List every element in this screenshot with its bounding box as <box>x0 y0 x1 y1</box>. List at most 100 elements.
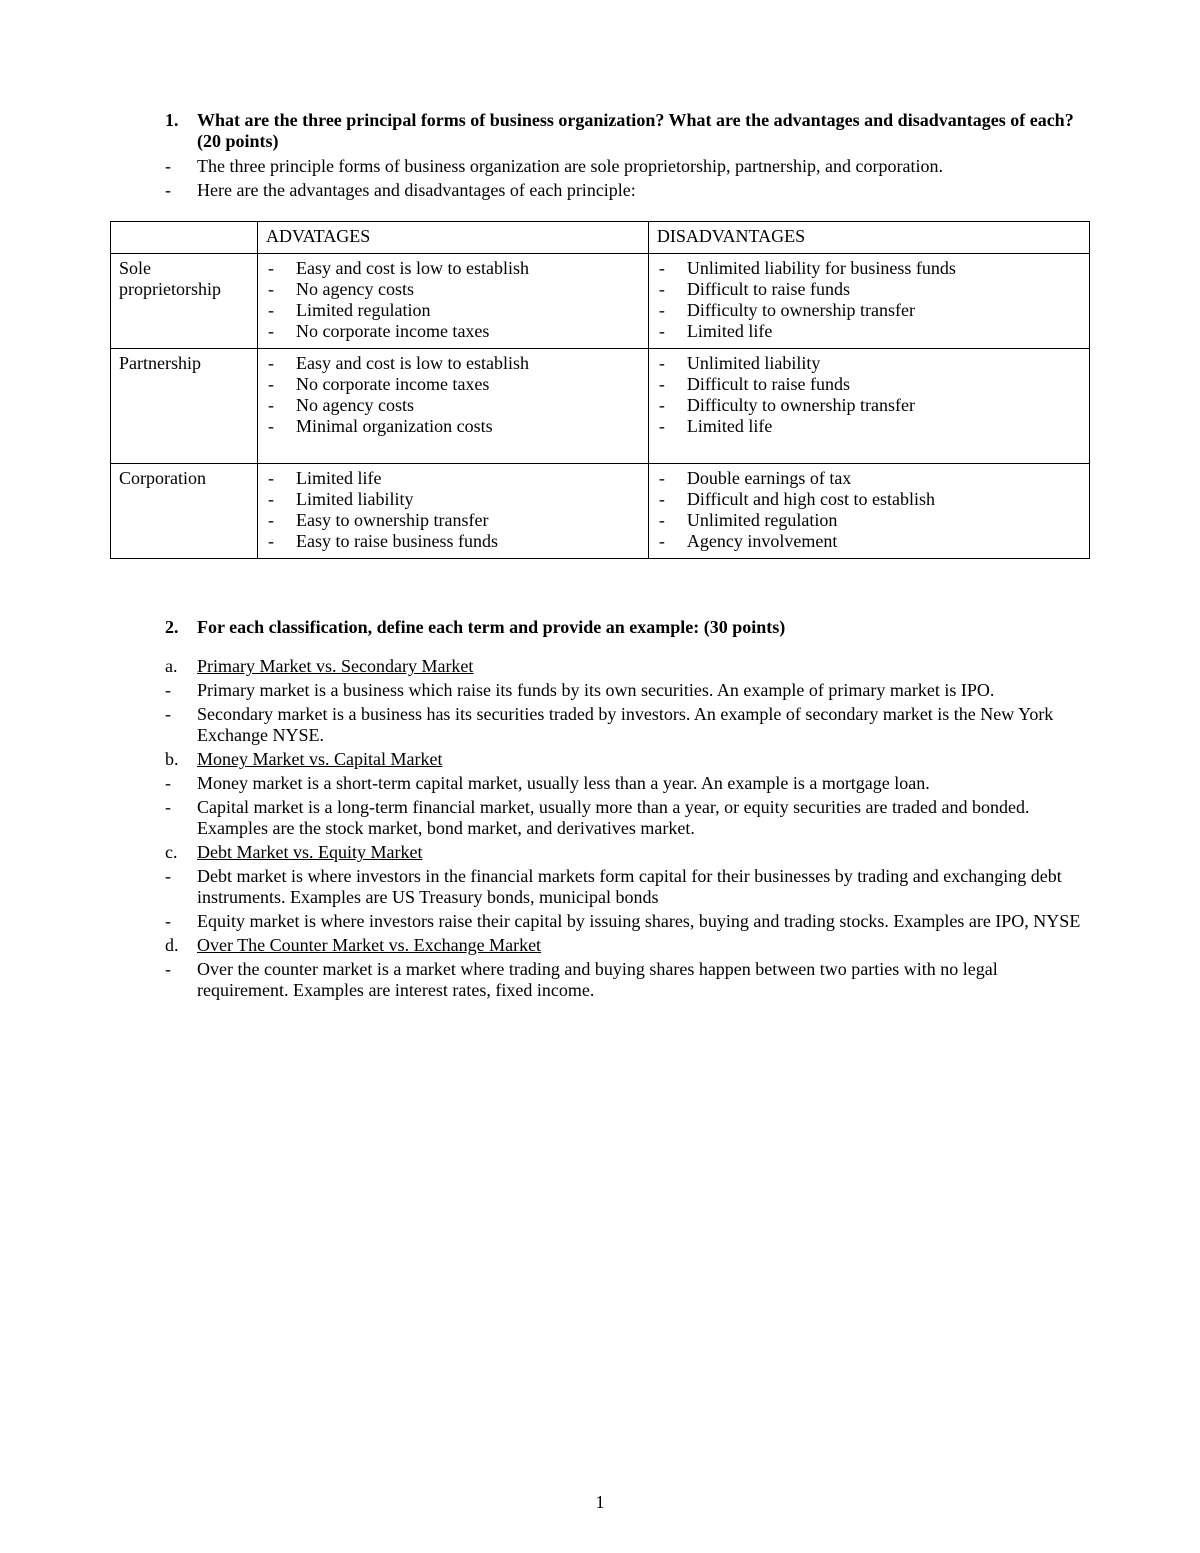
dash: - <box>657 489 687 510</box>
cell-text: No corporate income taxes <box>296 374 640 395</box>
comparison-table: ADVATAGES DISADVANTAGES Sole proprietors… <box>110 221 1090 559</box>
cell-list: -Limited life-Limited liability-Easy to … <box>266 468 640 552</box>
cell-item: -Difficult and high cost to establish <box>657 489 1081 510</box>
cell-item: -Difficulty to ownership transfer <box>657 395 1081 416</box>
cell-list: -Unlimited liability for business funds-… <box>657 258 1081 342</box>
cell-item: -No corporate income taxes <box>266 321 640 342</box>
dash: - <box>266 468 296 489</box>
dash: - <box>657 279 687 300</box>
answer-text: The three principle forms of business or… <box>197 156 1090 177</box>
row-label: Partnership <box>111 349 258 464</box>
dash: - <box>165 156 197 177</box>
answer-text: Primary market is a business which raise… <box>197 680 1090 701</box>
dash: - <box>657 468 687 489</box>
cell-item: -Difficult to raise funds <box>657 374 1081 395</box>
sub-letter: b. <box>165 749 197 770</box>
sub-letter: a. <box>165 656 197 677</box>
question-2-parts: a.Primary Market vs. Secondary Market-Pr… <box>110 656 1090 1001</box>
cell-text: No corporate income taxes <box>296 321 640 342</box>
advantages-cell: -Easy and cost is low to establish-No co… <box>258 349 649 464</box>
advantages-cell: -Limited life-Limited liability-Easy to … <box>258 464 649 559</box>
sub-heading: a.Primary Market vs. Secondary Market <box>110 656 1090 677</box>
answer-line: -Capital market is a long-term financial… <box>110 797 1090 839</box>
page-number: 1 <box>0 1492 1200 1513</box>
dash: - <box>165 704 197 725</box>
cell-text: Easy and cost is low to establish <box>296 258 640 279</box>
cell-text: Limited life <box>687 416 1081 437</box>
table-row: Partnership -Easy and cost is low to est… <box>111 349 1090 464</box>
answer-line: -Debt market is where investors in the f… <box>110 866 1090 908</box>
dash: - <box>266 416 296 437</box>
question-1-header: 1. What are the three principal forms of… <box>110 110 1090 152</box>
cell-text: Easy to ownership transfer <box>296 510 640 531</box>
answer-line: -Equity market is where investors raise … <box>110 911 1090 932</box>
cell-item: -Easy and cost is low to establish <box>266 353 640 374</box>
cell-text: Unlimited liability <box>687 353 1081 374</box>
dash: - <box>657 395 687 416</box>
answer-text: Capital market is a long-term financial … <box>197 797 1090 839</box>
dash: - <box>165 797 197 818</box>
document-page: 1. What are the three principal forms of… <box>0 0 1200 1553</box>
dash: - <box>657 321 687 342</box>
cell-item: -No agency costs <box>266 279 640 300</box>
header-disadvantages: DISADVANTAGES <box>648 222 1089 254</box>
sub-letter: d. <box>165 935 197 956</box>
cell-text: Easy and cost is low to establish <box>296 353 640 374</box>
dash: - <box>165 959 197 980</box>
cell-item: -Unlimited liability for business funds <box>657 258 1081 279</box>
sub-heading: b.Money Market vs. Capital Market <box>110 749 1090 770</box>
question-1: 1. What are the three principal forms of… <box>110 110 1090 201</box>
answer-text: Money market is a short-term capital mar… <box>197 773 1090 794</box>
cell-text: Double earnings of tax <box>687 468 1081 489</box>
dash: - <box>266 321 296 342</box>
dash: - <box>266 489 296 510</box>
dash: - <box>266 510 296 531</box>
cell-list: -Easy and cost is low to establish-No co… <box>266 353 640 437</box>
cell-text: Difficulty to ownership transfer <box>687 300 1081 321</box>
cell-item: -Easy to ownership transfer <box>266 510 640 531</box>
dash: - <box>165 180 197 201</box>
dash: - <box>266 374 296 395</box>
dash: - <box>266 279 296 300</box>
table-row: Sole proprietorship -Easy and cost is lo… <box>111 254 1090 349</box>
dash: - <box>266 300 296 321</box>
cell-text: Limited regulation <box>296 300 640 321</box>
question-text: For each classification, define each ter… <box>197 617 1090 638</box>
dash: - <box>657 374 687 395</box>
disadvantages-cell: -Unlimited liability-Difficult to raise … <box>648 349 1089 464</box>
answer-text: Equity market is where investors raise t… <box>197 911 1090 932</box>
cell-item: -Difficult to raise funds <box>657 279 1081 300</box>
answer-line: -Secondary market is a business has its … <box>110 704 1090 746</box>
dash: - <box>657 300 687 321</box>
answer-line: -Money market is a short-term capital ma… <box>110 773 1090 794</box>
answer-text: Here are the advantages and disadvantage… <box>197 180 1090 201</box>
dash: - <box>657 353 687 374</box>
header-advantages: ADVATAGES <box>258 222 649 254</box>
cell-list: -Double earnings of tax-Difficult and hi… <box>657 468 1081 552</box>
dash: - <box>657 510 687 531</box>
cell-item: -Unlimited regulation <box>657 510 1081 531</box>
answer-line: -Over the counter market is a market whe… <box>110 959 1090 1001</box>
cell-item: -Limited liability <box>266 489 640 510</box>
cell-item: -Unlimited liability <box>657 353 1081 374</box>
answer-text: Over the counter market is a market wher… <box>197 959 1090 1001</box>
cell-text: Unlimited regulation <box>687 510 1081 531</box>
dash: - <box>165 773 197 794</box>
row-label: Corporation <box>111 464 258 559</box>
answer-line: - The three principle forms of business … <box>110 156 1090 177</box>
dash: - <box>266 531 296 552</box>
sub-title: Debt Market vs. Equity Market <box>197 842 1090 863</box>
dash: - <box>657 258 687 279</box>
dash: - <box>657 531 687 552</box>
table-row: Corporation -Limited life-Limited liabil… <box>111 464 1090 559</box>
question-2-header: 2. For each classification, define each … <box>110 617 1090 638</box>
cell-text: No agency costs <box>296 395 640 416</box>
sub-title: Money Market vs. Capital Market <box>197 749 1090 770</box>
disadvantages-cell: -Double earnings of tax-Difficult and hi… <box>648 464 1089 559</box>
cell-text: Difficult and high cost to establish <box>687 489 1081 510</box>
advantages-cell: -Easy and cost is low to establish-No ag… <box>258 254 649 349</box>
dash: - <box>266 353 296 374</box>
answer-text: Secondary market is a business has its s… <box>197 704 1090 746</box>
cell-text: Agency involvement <box>687 531 1081 552</box>
cell-item: -Limited regulation <box>266 300 640 321</box>
